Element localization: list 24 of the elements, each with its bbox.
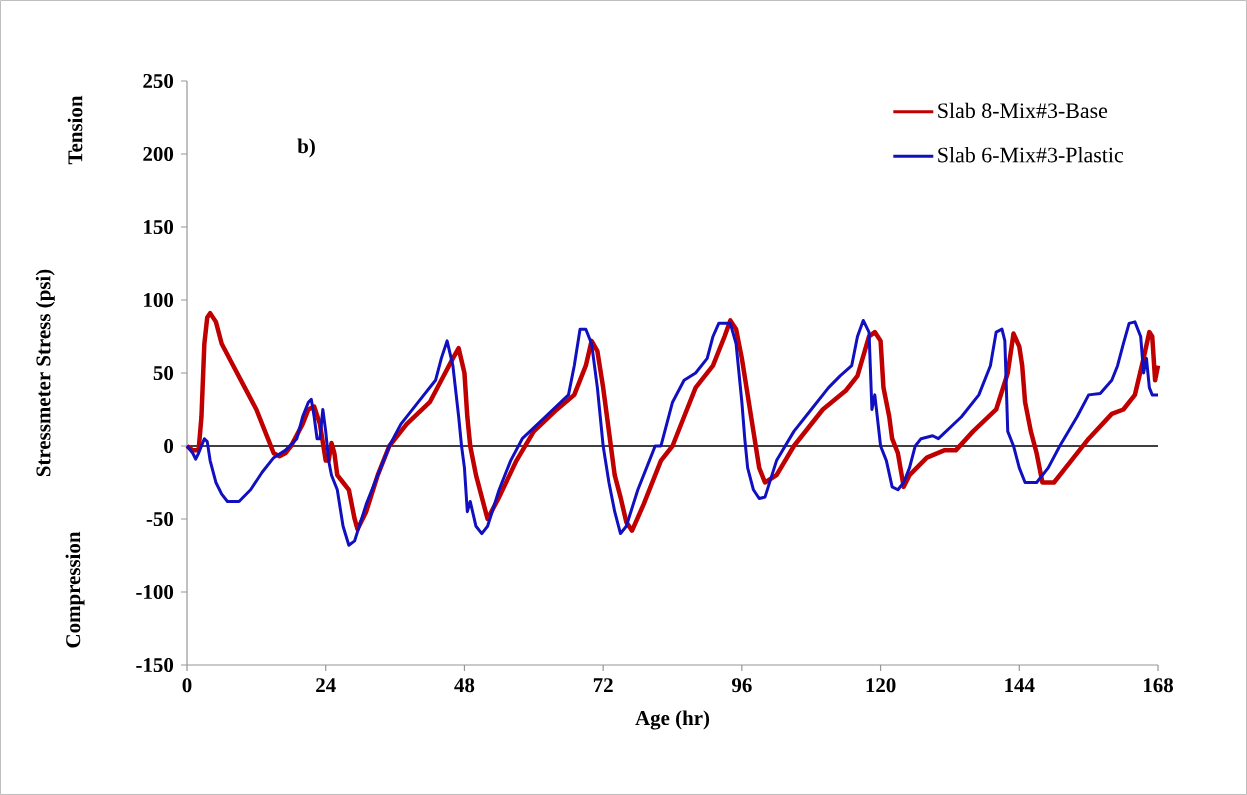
x-tick-label: 120 xyxy=(866,678,896,693)
x-axis-title: Age (hr) xyxy=(635,710,710,730)
y-tick-label: 150 xyxy=(144,219,174,235)
x-tick-label: 72 xyxy=(593,678,613,693)
legend-label: Slab 8-Mix#3-Base xyxy=(938,102,1108,119)
y-tick-label: -150 xyxy=(136,657,174,673)
y-tick-label: -100 xyxy=(136,584,174,600)
x-tick-label: 0 xyxy=(182,678,192,693)
x-tick-label: 144 xyxy=(1005,678,1035,692)
y-tick-label: 250 xyxy=(143,73,174,89)
y-tick-label: 50 xyxy=(153,365,174,381)
y-tick-label: 0 xyxy=(164,438,174,454)
legend-label: Slab 6-Mix#3-Plastic xyxy=(938,147,1124,163)
x-tick-label: 168 xyxy=(1143,678,1174,693)
annotation: b) xyxy=(297,138,315,158)
y-tick-label: -50 xyxy=(146,511,174,527)
y-tick-label: 200 xyxy=(143,146,174,162)
x-tick-label: 48 xyxy=(454,678,475,693)
y-tick-label: 100 xyxy=(144,292,174,308)
text: Compression xyxy=(65,531,85,648)
y-axis-title: Stressmeter Stress (psi) xyxy=(35,269,55,477)
text: Tension xyxy=(67,95,83,165)
x-tick-label: 24 xyxy=(316,678,336,693)
x-tick-label: 96 xyxy=(731,678,752,693)
